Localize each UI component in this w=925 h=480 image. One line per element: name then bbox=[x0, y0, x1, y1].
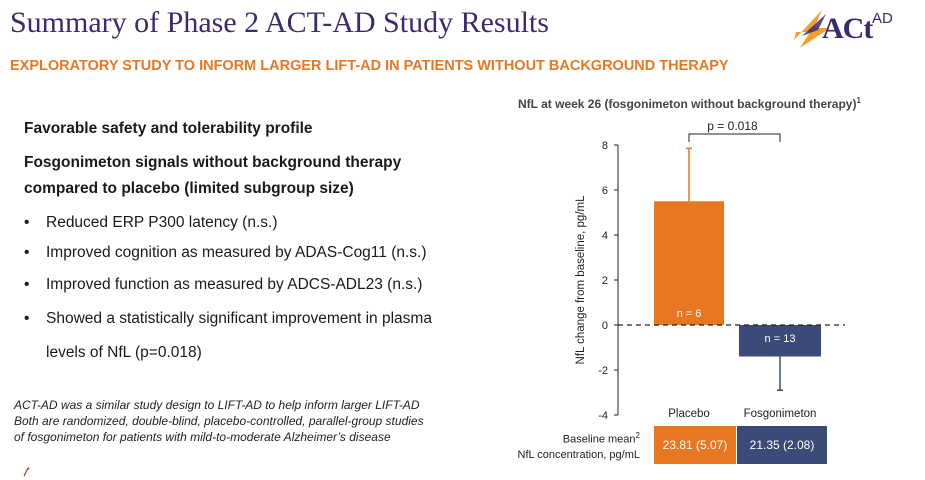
chart-title: NfL at week 26 (fosgonimeton without bac… bbox=[518, 96, 861, 111]
bullet-text: Improved function as measured by ADCS-AD… bbox=[46, 276, 423, 293]
y-tick-label: 6 bbox=[602, 185, 608, 197]
x-category-label: Fosgonimeton bbox=[744, 408, 817, 420]
baseline-label-line1: Baseline mean bbox=[562, 433, 636, 446]
bullet-item: • Showed a statistically significant imp… bbox=[24, 302, 432, 370]
n-label: n = 13 bbox=[765, 333, 796, 345]
page-title: Summary of Phase 2 ACT-AD Study Results bbox=[10, 6, 549, 39]
section-subtitle: EXPLORATORY STUDY TO INFORM LARGER LIFT-… bbox=[10, 58, 729, 74]
bullet-text: Improved cognition as measured by ADAS-C… bbox=[46, 244, 427, 261]
bullet-text: Reduced ERP P300 latency (n.s.) bbox=[46, 214, 278, 231]
bullet-text: Showed a statistically significant impro… bbox=[46, 310, 432, 327]
bullet-dot: • bbox=[24, 310, 30, 327]
bar-placebo bbox=[654, 201, 724, 325]
logo-star-icon bbox=[794, 10, 830, 48]
p-value-annotation: p = 0.018 bbox=[707, 119, 758, 133]
y-tick-label: 8 bbox=[602, 140, 608, 152]
y-tick-label: 2 bbox=[602, 275, 608, 287]
signals-heading-line2: compared to placebo (limited subgroup si… bbox=[24, 180, 354, 197]
significance-bracket bbox=[688, 133, 781, 142]
baseline-label-line2: NfL concentration, pg/mL bbox=[517, 448, 641, 461]
y-tick-label: 4 bbox=[602, 230, 608, 242]
results-bullet-list: • Reduced ERP P300 latency (n.s.) • Impr… bbox=[24, 208, 432, 370]
bullet-dot: • bbox=[24, 244, 30, 261]
act-ad-logo: ACt AD bbox=[792, 6, 912, 50]
n-label: n = 6 bbox=[677, 308, 702, 320]
study-design-note: ACT-AD was a similar study design to LIF… bbox=[14, 397, 424, 445]
note-line: Both are randomized, double-blind, place… bbox=[14, 414, 424, 428]
bullet-item: • Improved cognition as measured by ADAS… bbox=[24, 238, 432, 268]
logo-superscript: AD bbox=[872, 10, 893, 27]
baseline-placebo-cell: 23.81 (5.07) bbox=[654, 426, 736, 464]
x-category-label: Placebo bbox=[668, 408, 710, 420]
signals-heading-line1: Fosgonimeton signals without background … bbox=[24, 154, 402, 171]
bullet-item: • Reduced ERP P300 latency (n.s.) bbox=[24, 208, 432, 238]
footer-mark-icon bbox=[23, 467, 30, 477]
y-tick-label: -2 bbox=[598, 365, 608, 377]
baseline-label: Baseline mean2 NfL concentration, pg/mL bbox=[490, 428, 641, 463]
y-tick-label: 0 bbox=[602, 320, 608, 332]
y-axis-label: NfL change from baseline, pg/mL bbox=[575, 195, 587, 365]
baseline-label-sup: 2 bbox=[635, 431, 640, 440]
nfl-bar-chart: NfL at week 26 (fosgonimeton without bac… bbox=[518, 96, 861, 422]
safety-heading: Favorable safety and tolerability profil… bbox=[24, 120, 313, 137]
bar-fosgonimeton bbox=[739, 325, 821, 357]
bullet-text-continuation: levels of NfL (p=0.018) bbox=[46, 344, 202, 361]
bullet-dot: • bbox=[24, 214, 30, 231]
note-line: ACT-AD was a similar study design to LIF… bbox=[14, 398, 420, 412]
bullet-item: • Improved function as measured by ADCS-… bbox=[24, 268, 432, 302]
y-tick-label: -4 bbox=[598, 410, 608, 422]
note-line: of fosgonimeton for patients with mild-t… bbox=[14, 430, 391, 444]
baseline-fosgonimeton-cell: 21.35 (2.08) bbox=[737, 426, 827, 464]
signals-heading: Fosgonimeton signals without background … bbox=[24, 150, 401, 202]
logo-text: ACt bbox=[822, 12, 873, 45]
bullet-dot: • bbox=[24, 276, 30, 293]
chart-title-superscript: 1 bbox=[856, 96, 861, 105]
